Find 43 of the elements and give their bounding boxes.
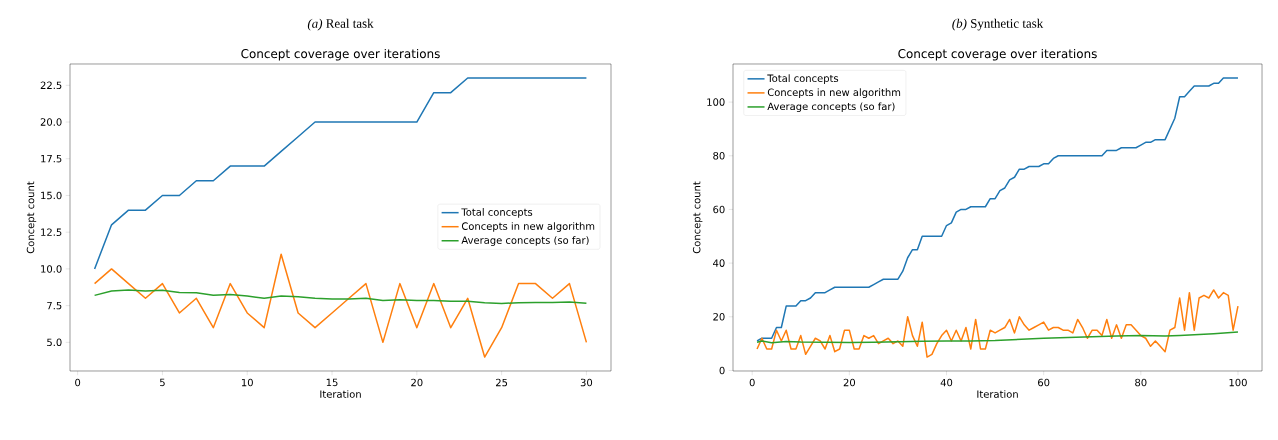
y-tick-label: 12.5: [41, 228, 62, 236]
x-tick-label: 20: [411, 378, 423, 387]
y-tick-label: 17.5: [41, 155, 62, 163]
y-tick-label: 20.0: [40, 118, 62, 126]
y-tick-label: 100: [707, 98, 725, 106]
x-tick-label: 0: [75, 378, 81, 387]
y-tick-label: 20: [713, 313, 725, 321]
x-tick-label: 40: [940, 378, 953, 387]
x-tick-label: 20: [843, 378, 856, 387]
y-tick-label: 7.5: [47, 301, 62, 310]
y-tick-label: 5.0: [47, 338, 62, 347]
legend-label: Concepts in new algorithm: [767, 88, 901, 99]
x-tick-label: 0: [749, 378, 755, 387]
line-series: [93, 289, 588, 305]
chart-subtitle: Concept coverage over iterations: [241, 48, 440, 61]
legend-label: Average concepts (so far): [767, 102, 895, 113]
line-series: [93, 253, 588, 358]
y-tick-label: 40: [713, 259, 725, 267]
chart-title: (b) Synthetic task: [952, 18, 1044, 31]
legend-label: Average concepts (so far): [461, 236, 589, 246]
y-tick-label: 22.5: [40, 81, 62, 90]
legend-label: Total concepts: [767, 74, 839, 84]
legend-label: Concepts in new algorithm: [461, 222, 595, 232]
y-tick-label: 60: [713, 205, 725, 214]
x-tick-label: 100: [1229, 378, 1247, 387]
chart-title: (a) Real task: [307, 18, 374, 31]
chart-subtitle: Concept coverage over iterations: [898, 48, 1097, 61]
x-tick-label: 15: [326, 378, 338, 387]
y-tick-label: 10.0: [41, 265, 62, 273]
y-tick-label: 0: [719, 366, 725, 375]
y-tick-label: 80: [713, 151, 725, 160]
y-tick-label: 15.0: [41, 191, 62, 200]
x-tick-label: 80: [1135, 378, 1147, 387]
x-axis-title: Iteration: [977, 390, 1018, 398]
x-tick-label: 60: [1038, 378, 1050, 387]
x-tick-label: 25: [496, 378, 508, 387]
y-axis-title: Concept count: [692, 181, 703, 254]
x-tick-label: 5: [160, 378, 165, 387]
x-tick-label: 10: [241, 378, 253, 387]
x-axis-title: Iteration: [320, 390, 361, 398]
x-tick-label: 30: [580, 378, 593, 387]
legend-label: Total concepts: [461, 208, 533, 218]
y-axis-title: Concept count: [26, 181, 37, 254]
